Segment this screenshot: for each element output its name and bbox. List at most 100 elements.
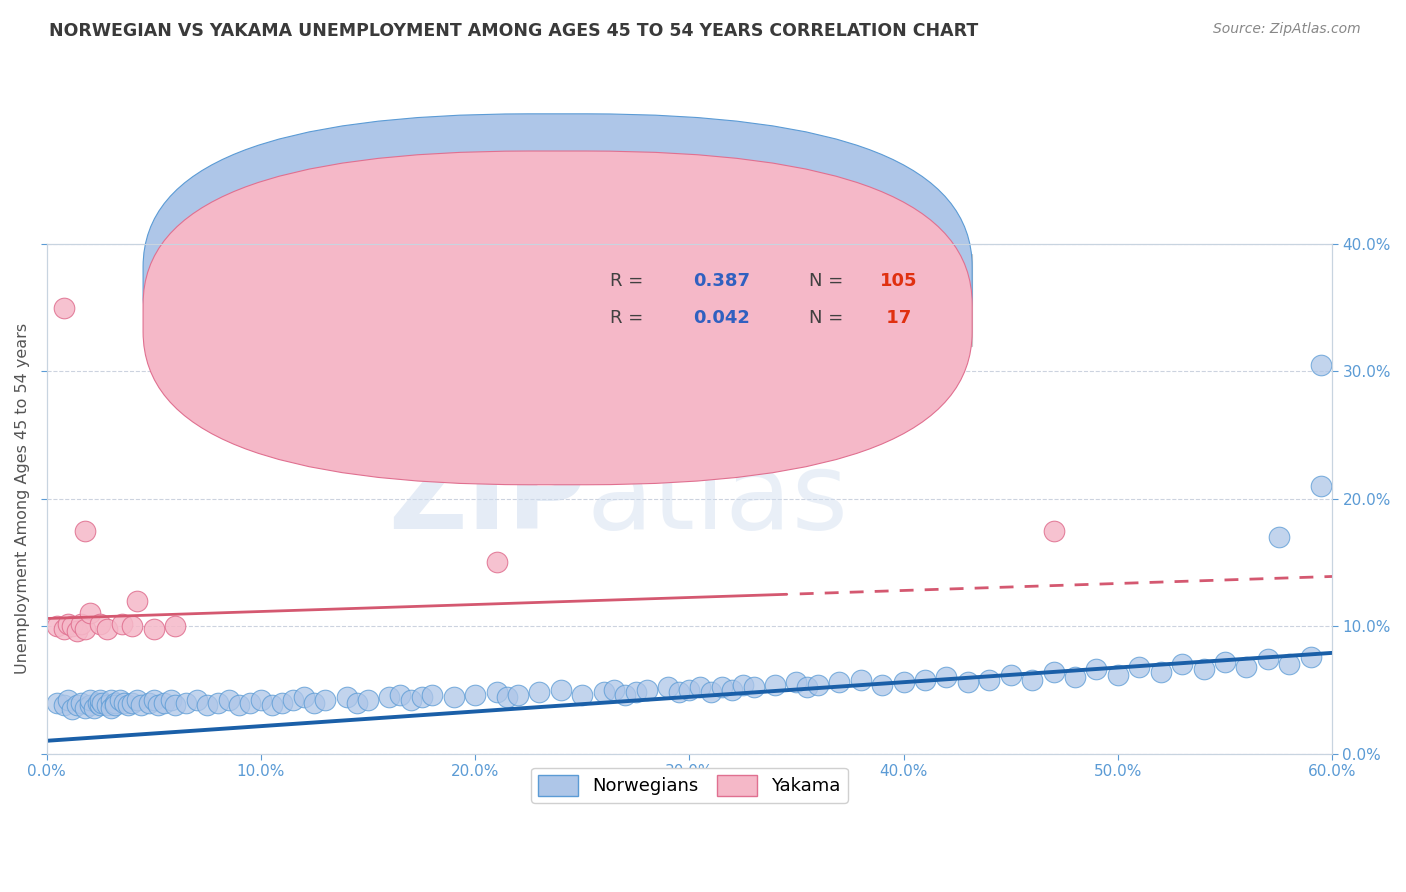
Point <box>592 685 614 699</box>
Point <box>678 682 700 697</box>
Point <box>785 675 807 690</box>
Point <box>506 688 529 702</box>
Point <box>91 696 114 710</box>
FancyBboxPatch shape <box>484 254 972 346</box>
Point <box>100 700 122 714</box>
Point <box>165 698 187 712</box>
Point <box>700 685 723 699</box>
Point <box>399 693 422 707</box>
Point <box>89 616 111 631</box>
Point <box>100 693 122 707</box>
Point <box>828 675 851 690</box>
Point <box>52 698 75 712</box>
Text: 0.387: 0.387 <box>693 272 751 290</box>
Text: atlas: atlas <box>586 446 849 552</box>
Point <box>104 698 127 712</box>
Point <box>624 685 647 699</box>
Point <box>1192 663 1215 677</box>
Point <box>125 693 148 707</box>
Point <box>914 673 936 687</box>
Point <box>111 616 134 631</box>
Point <box>603 682 626 697</box>
Point <box>292 690 315 705</box>
Point <box>52 622 75 636</box>
Point <box>60 702 83 716</box>
Point <box>121 696 143 710</box>
Point <box>571 688 593 702</box>
Point <box>657 680 679 694</box>
Point <box>1171 657 1194 672</box>
Point <box>1234 660 1257 674</box>
Point <box>121 619 143 633</box>
Point <box>935 670 957 684</box>
Point <box>529 685 551 699</box>
Point <box>218 693 240 707</box>
Point <box>485 685 508 699</box>
Point <box>138 696 160 710</box>
Point <box>125 593 148 607</box>
Point <box>60 619 83 633</box>
Point <box>46 619 69 633</box>
Point <box>96 622 118 636</box>
Point <box>1042 665 1064 679</box>
Point <box>281 693 304 707</box>
Point <box>979 673 1001 687</box>
Point <box>1107 667 1129 681</box>
Point <box>79 693 101 707</box>
Point <box>464 688 486 702</box>
Point <box>893 675 915 690</box>
Point <box>46 696 69 710</box>
Point <box>79 607 101 621</box>
Point <box>1257 652 1279 666</box>
Point <box>75 524 97 538</box>
Point <box>870 678 893 692</box>
Point <box>807 678 830 692</box>
Text: 105: 105 <box>880 272 917 290</box>
Point <box>1085 663 1108 677</box>
Point <box>52 301 75 315</box>
Point <box>1000 667 1022 681</box>
Point <box>112 696 135 710</box>
Point <box>70 696 93 710</box>
Point <box>304 696 326 710</box>
Text: N =: N = <box>808 272 849 290</box>
Point <box>668 685 690 699</box>
Text: N =: N = <box>808 309 849 326</box>
Y-axis label: Unemployment Among Ages 45 to 54 years: Unemployment Among Ages 45 to 54 years <box>15 323 30 674</box>
Point <box>1042 524 1064 538</box>
Point <box>83 700 105 714</box>
Point <box>96 698 118 712</box>
Point <box>420 688 443 702</box>
Point <box>1267 530 1289 544</box>
Point <box>496 690 519 705</box>
Point <box>186 693 208 707</box>
Point <box>153 696 176 710</box>
Text: 0.042: 0.042 <box>693 309 751 326</box>
Text: 17: 17 <box>880 309 911 326</box>
Point <box>1310 358 1333 372</box>
Point <box>1150 665 1173 679</box>
Point <box>443 690 465 705</box>
Point <box>239 696 262 710</box>
Point <box>142 693 165 707</box>
Point <box>70 616 93 631</box>
FancyBboxPatch shape <box>143 151 972 484</box>
Point <box>89 698 111 712</box>
Point <box>314 693 336 707</box>
Point <box>956 675 979 690</box>
Text: R =: R = <box>610 272 648 290</box>
Point <box>1128 660 1150 674</box>
Point <box>849 673 872 687</box>
Point <box>346 696 368 710</box>
Point <box>1064 670 1087 684</box>
Point <box>411 690 433 705</box>
Point <box>710 680 733 694</box>
Point <box>763 678 786 692</box>
Point <box>614 688 637 702</box>
Point <box>731 678 754 692</box>
Point <box>195 698 218 712</box>
Point <box>165 619 187 633</box>
Text: ZIP: ZIP <box>388 446 586 552</box>
Point <box>689 680 711 694</box>
FancyBboxPatch shape <box>143 114 972 448</box>
